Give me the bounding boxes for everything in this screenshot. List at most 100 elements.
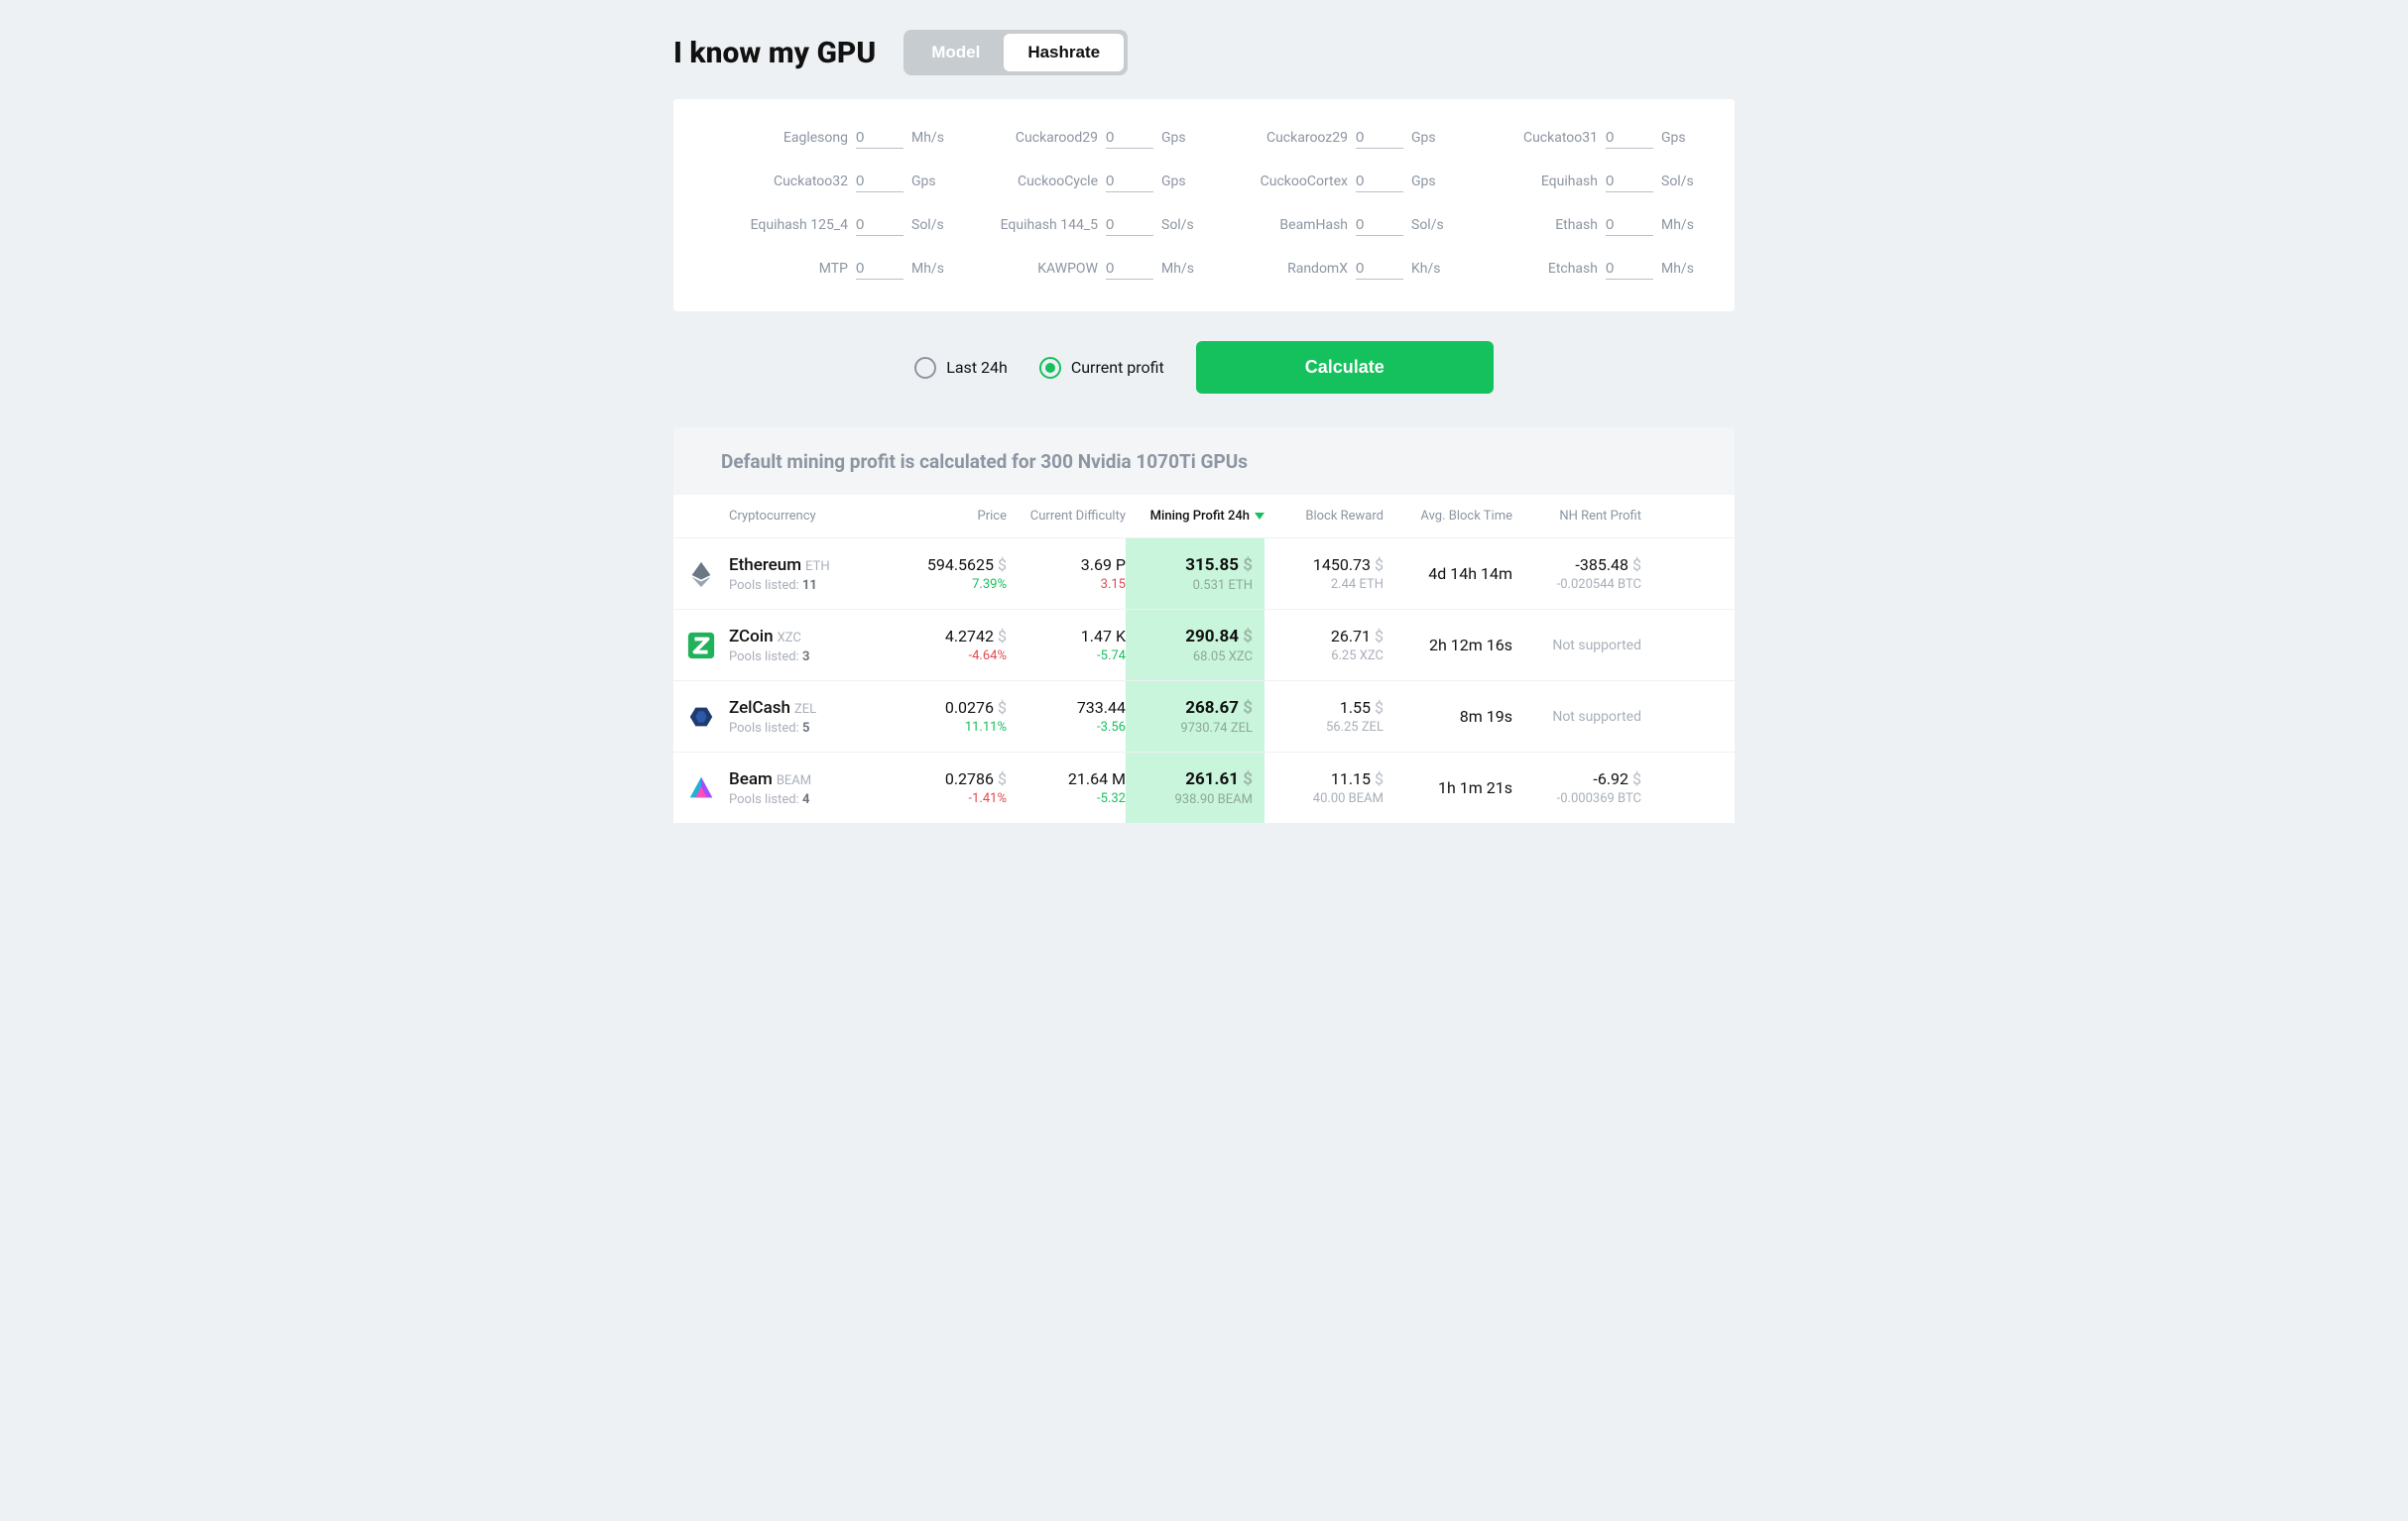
algo-label: Equihash 125_4 [751,217,848,233]
algo-label: RandomX [1287,261,1348,277]
algo-input[interactable] [1106,127,1153,149]
algo-input[interactable] [1606,258,1653,280]
hashrate-card: Eaglesong Mh/s Cuckarood29 Gps Cuckarooz29 Gp… [673,99,1735,311]
cell-block-reward: 1450.73 $2.44 ETH [1264,541,1384,606]
algo-input[interactable] [1106,258,1153,280]
cell-block-time: 8m 19s [1384,693,1512,740]
cell-mining-profit: 261.61 $938.90 BEAM [1126,753,1264,823]
algo-unit: Mh/s [911,261,949,277]
algo-unit: Gps [1661,130,1699,146]
algo-unit: Mh/s [1661,261,1699,277]
coin-icon [673,688,729,746]
algo-label: Cuckatoo32 [774,174,848,189]
algo-label: Etchash [1548,261,1598,277]
cell-block-time: 2h 12m 16s [1384,622,1512,668]
cell-difficulty: 3.69 P3.15 [1007,541,1126,606]
algo-input[interactable] [1606,214,1653,236]
cell-block-reward: 1.55 $56.25 ZEL [1264,684,1384,749]
algo-unit: Gps [1411,130,1449,146]
col-nh-rent-profit[interactable]: NH Rent Profit [1512,509,1641,524]
radio-current-profit[interactable]: Current profit [1039,357,1164,379]
profit-table: Cryptocurrency Price Current Difficulty … [673,495,1735,823]
algo-label: Eaglesong [783,130,848,146]
algo-label: Equihash 144_5 [1001,217,1098,233]
radio-last-24h[interactable]: Last 24h [914,357,1008,379]
algo-field: Equihash 144_5 Sol/s [959,214,1199,236]
algo-unit: Sol/s [1161,217,1199,233]
cell-mining-profit: 315.85 $0.531 ETH [1126,538,1264,609]
table-row[interactable]: BeamBEAMPools listed: 40.2786 $-1.41%21.… [673,752,1735,823]
algo-input[interactable] [856,214,903,236]
cell-coin-name: EthereumETHPools listed: 11 [729,541,898,607]
cell-nh-rent: -385.48 $-0.020544 BTC [1512,541,1641,606]
cell-coin-name: ZCoinXZCPools listed: 3 [729,613,898,678]
cell-nh-rent: -6.92 $-0.000369 BTC [1512,756,1641,820]
cell-difficulty: 733.44-3.56 [1007,684,1126,749]
algo-unit: Mh/s [911,130,949,146]
coin-icon [673,545,729,603]
algo-input[interactable] [1106,214,1153,236]
cell-price: 0.2786 $-1.41% [898,756,1007,820]
algo-unit: Gps [1161,174,1199,189]
algo-input[interactable] [1606,127,1653,149]
algo-field: Ethash Mh/s [1459,214,1699,236]
cell-price: 0.0276 $11.11% [898,684,1007,749]
algo-label: Cuckarooz29 [1266,130,1348,146]
algo-label: KAWPOW [1037,261,1098,277]
algo-input[interactable] [1356,214,1403,236]
algo-field: CuckooCycle Gps [959,171,1199,192]
algo-label: CuckooCortex [1261,174,1348,189]
algo-label: Cuckatoo31 [1523,130,1598,146]
cell-nh-rent: Not supported [1512,624,1641,667]
col-avg-block-time[interactable]: Avg. Block Time [1384,509,1512,524]
algo-field: CuckooCortex Gps [1209,171,1449,192]
cell-coin-name: BeamBEAMPools listed: 4 [729,756,898,821]
col-label: Mining Profit 24h [1150,509,1250,524]
algo-unit: Gps [1411,174,1449,189]
algo-field: Cuckatoo32 Gps [709,171,949,192]
table-row[interactable]: ZCoinXZCPools listed: 34.2742 $-4.64%1.4… [673,609,1735,680]
table-row[interactable]: EthereumETHPools listed: 11594.5625 $7.3… [673,537,1735,609]
table-row[interactable]: ZelCashZELPools listed: 50.0276 $11.11%7… [673,680,1735,752]
calculate-button[interactable]: Calculate [1196,341,1494,394]
cell-block-time: 4d 14h 14m [1384,550,1512,597]
col-price[interactable]: Price [898,509,1007,524]
algo-input[interactable] [856,171,903,192]
algo-input[interactable] [856,258,903,280]
radio-label: Current profit [1071,358,1164,377]
algo-input[interactable] [856,127,903,149]
algo-input[interactable] [1356,127,1403,149]
algo-unit: Sol/s [911,217,949,233]
toggle-model[interactable]: Model [907,34,1004,71]
gpu-mode-toggle: Model Hashrate [903,30,1128,75]
algo-field: Cuckarooz29 Gps [1209,127,1449,149]
algo-input[interactable] [1356,171,1403,192]
algo-label: BeamHash [1279,217,1348,233]
algo-label: CuckooCycle [1018,174,1098,189]
algo-label: Cuckarood29 [1016,130,1098,146]
cell-block-time: 1h 1m 21s [1384,764,1512,811]
col-mining-profit[interactable]: Mining Profit 24h [1126,509,1264,524]
algo-field: BeamHash Sol/s [1209,214,1449,236]
col-cryptocurrency[interactable]: Cryptocurrency [729,509,898,524]
algo-field: Cuckatoo31 Gps [1459,127,1699,149]
cell-coin-name: ZelCashZELPools listed: 5 [729,684,898,750]
algo-input[interactable] [1606,171,1653,192]
cell-nh-rent: Not supported [1512,695,1641,739]
cell-mining-profit: 268.67 $9730.74 ZEL [1126,681,1264,752]
cell-difficulty: 1.47 K-5.74 [1007,613,1126,677]
algo-label: Ethash [1555,217,1598,233]
algo-unit: Sol/s [1411,217,1449,233]
page-title: I know my GPU [673,36,876,70]
col-difficulty[interactable]: Current Difficulty [1007,509,1126,524]
cell-block-reward: 11.15 $40.00 BEAM [1264,756,1384,820]
algo-unit: Mh/s [1661,217,1699,233]
algo-field: KAWPOWMh/s [959,258,1199,280]
col-block-reward[interactable]: Block Reward [1264,509,1384,524]
algo-unit: Gps [911,174,949,189]
algo-input[interactable] [1106,171,1153,192]
algo-unit: Sol/s [1661,174,1699,189]
toggle-hashrate[interactable]: Hashrate [1004,34,1124,71]
algo-input[interactable] [1356,258,1403,280]
coin-icon [673,760,729,817]
